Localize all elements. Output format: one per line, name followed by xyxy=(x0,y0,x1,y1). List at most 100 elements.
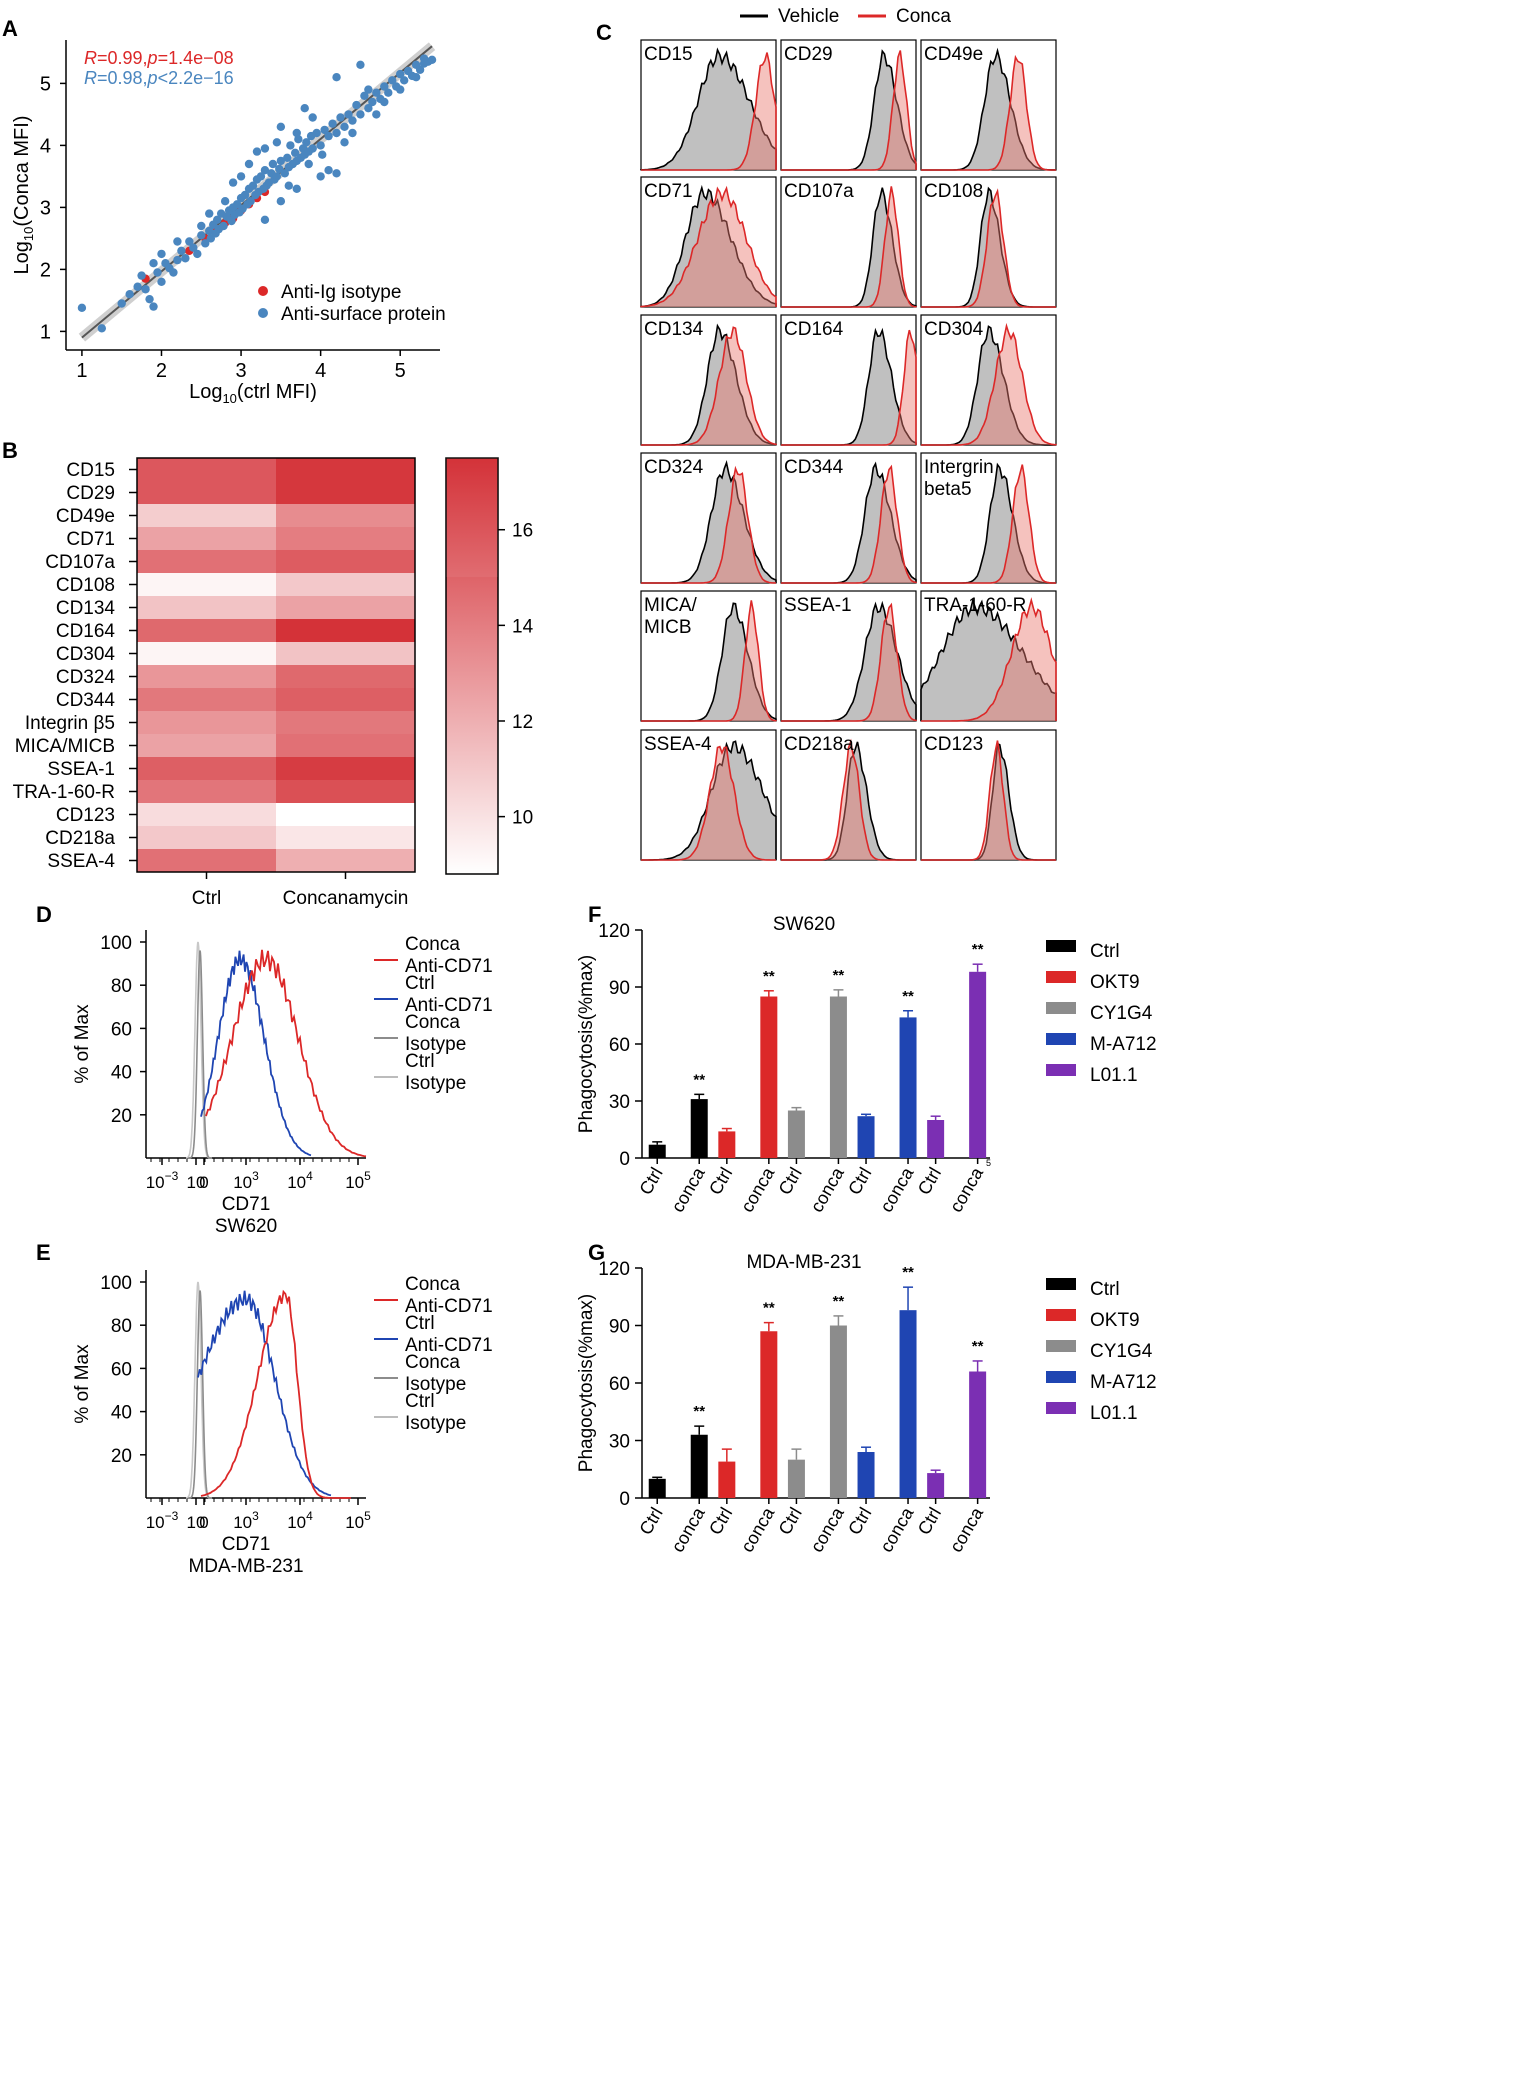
row-label: CD108 xyxy=(56,575,115,596)
colorbar-label: 14 xyxy=(512,616,534,637)
panel-label-A: A xyxy=(2,16,18,41)
data-point xyxy=(185,237,194,246)
conca-histogram xyxy=(781,186,917,308)
x-tick-label: 0 xyxy=(199,1513,208,1532)
heatmap-cell xyxy=(137,780,276,803)
data-point xyxy=(117,299,126,308)
y-axis-title: Phagocytosis(%max) xyxy=(576,1294,597,1472)
data-point xyxy=(236,172,246,181)
histogram-cell: CD123 xyxy=(920,729,1057,861)
legend-swatch xyxy=(1046,1309,1076,1321)
data-point xyxy=(97,324,107,333)
data-point xyxy=(141,285,150,294)
x-tick-label: Ctrl xyxy=(914,1164,945,1198)
histogram-title: CD304 xyxy=(924,319,984,340)
data-point xyxy=(137,271,146,280)
y-tick-label: 120 xyxy=(598,921,630,942)
x-tick-label: Ctrl xyxy=(844,1164,875,1198)
row-label: CD123 xyxy=(56,805,115,826)
data-point xyxy=(302,138,311,147)
histogram-cell: CD49e xyxy=(920,39,1057,171)
y-tick-label: 2 xyxy=(40,259,51,281)
significance-mark: ** xyxy=(763,968,775,985)
legend-swatch xyxy=(1046,1033,1076,1045)
x-tick-label: conca xyxy=(737,1503,779,1555)
data-point xyxy=(292,184,301,193)
row-label: CD304 xyxy=(56,644,116,665)
x-tick-label: 10 xyxy=(187,1513,206,1532)
heatmap-cell xyxy=(276,573,415,596)
histogram-cell: CD164 xyxy=(780,314,917,446)
legend-label: Anti-CD71 xyxy=(405,956,493,977)
y-tick-label: 60 xyxy=(111,1359,132,1380)
histogram-title: CD71 xyxy=(644,181,693,202)
col-label: Concanamycin xyxy=(283,888,409,909)
data-point xyxy=(283,153,292,162)
legend-label: Conca xyxy=(405,1012,460,1033)
data-point xyxy=(272,172,282,181)
data-point xyxy=(252,147,262,156)
y-tick-label: 1 xyxy=(40,321,51,343)
data-point xyxy=(286,141,295,150)
data-point xyxy=(169,268,178,277)
heatmap-cell xyxy=(137,688,276,711)
legend-label: L01.1 xyxy=(1090,1403,1138,1424)
legend-swatch xyxy=(1046,971,1076,983)
y-axis-title: % of Max xyxy=(72,1344,93,1424)
x-tick-label: conca xyxy=(946,1503,988,1555)
heatmap-cell xyxy=(276,596,415,619)
data-point xyxy=(332,169,341,178)
data-point xyxy=(220,197,230,206)
y-tick-label: 40 xyxy=(111,1403,132,1424)
ctrl-cd71-curve xyxy=(197,1290,332,1497)
data-point xyxy=(212,215,222,224)
significance-mark: ** xyxy=(902,988,914,1005)
conca-histogram xyxy=(921,464,1056,584)
x-tick-label: conca xyxy=(946,1163,988,1215)
row-label: CD107a xyxy=(45,552,115,573)
data-point xyxy=(189,243,198,252)
histogram-title: TRA-1-60-R xyxy=(924,595,1026,616)
x-axis-title: CD71 xyxy=(222,1194,271,1215)
histogram-cell: CD29 xyxy=(780,39,917,171)
data-point xyxy=(256,172,266,181)
data-point xyxy=(419,54,429,63)
histogram-cell: CD134 xyxy=(640,314,777,446)
heatmap-cell xyxy=(137,757,276,780)
panel-c-histograms: Vehicle Conca CD15 CD29 CD49e CD71 CD107a CD108… xyxy=(640,6,1057,861)
conca-histogram xyxy=(641,326,777,446)
data-point xyxy=(328,119,337,128)
x-axis-title: CD71 xyxy=(222,1534,271,1555)
data-point xyxy=(157,249,166,259)
bar xyxy=(787,1110,805,1158)
bar xyxy=(690,1099,708,1158)
significance-mark: ** xyxy=(763,1300,775,1317)
legend-label: M-A712 xyxy=(1090,1372,1157,1393)
heatmap-cell xyxy=(137,527,276,550)
histogram-title: MICB xyxy=(644,617,692,638)
data-point xyxy=(332,73,341,82)
heatmap-cell xyxy=(276,826,415,849)
x-tick-label: 105 xyxy=(345,1509,371,1532)
row-label: CD71 xyxy=(66,529,115,550)
histogram-title: CD123 xyxy=(924,734,983,755)
histogram-title: CD15 xyxy=(644,44,693,65)
legend-label: M-A712 xyxy=(1090,1034,1157,1055)
histogram-title: CD218a xyxy=(784,734,854,755)
histogram-cell: CD344 xyxy=(780,452,917,584)
legend-label: Conca xyxy=(405,1274,460,1295)
legend-label: L01.1 xyxy=(1090,1065,1138,1086)
data-point xyxy=(201,239,210,248)
legend-label: OKT9 xyxy=(1090,1310,1140,1331)
x-tick-label: Ctrl xyxy=(844,1504,875,1538)
bar xyxy=(718,1131,736,1158)
heatmap-cell xyxy=(276,504,415,527)
corner-mark: 5 xyxy=(986,1158,991,1168)
data-point xyxy=(276,197,286,206)
heatmap-cell xyxy=(137,481,276,504)
data-point xyxy=(268,159,278,169)
row-label: SSEA-1 xyxy=(47,759,115,780)
data-point xyxy=(276,122,286,131)
y-tick-label: 60 xyxy=(111,1019,132,1040)
